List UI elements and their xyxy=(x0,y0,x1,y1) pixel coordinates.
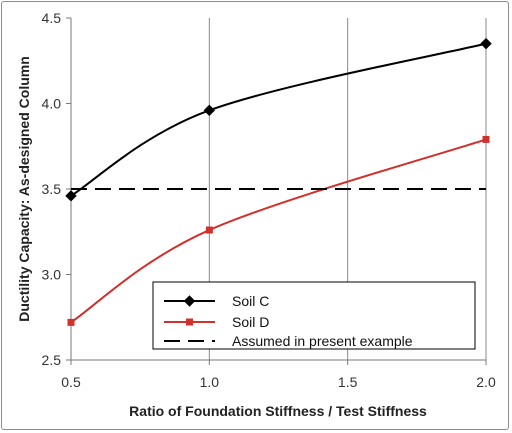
x-tick-label: 2.0 xyxy=(476,374,496,390)
legend-label-soil-d: Soil D xyxy=(232,314,269,330)
series-line-soil-c xyxy=(70,42,487,197)
legend-marker-soil-c xyxy=(183,295,196,307)
legend-box xyxy=(152,281,476,350)
series-layer xyxy=(65,37,492,326)
data-point-soil-c xyxy=(65,190,77,202)
data-point-soil-c xyxy=(203,104,216,117)
x-tick-label: 1.0 xyxy=(200,374,220,390)
y-tick-label: 3.5 xyxy=(42,181,62,197)
x-tick-label: 1.5 xyxy=(338,374,358,390)
series-line-soil-d xyxy=(70,138,487,324)
legend-label-assumed-in-present-example: Assumed in present example xyxy=(232,333,413,349)
y-tick-label: 4.0 xyxy=(42,96,62,112)
tick-labels: 2.5 3.0 3.5 4.0 4.5 0.5 1.0 1.5 2.0 xyxy=(42,10,496,390)
legend-label-soil-c: Soil C xyxy=(232,293,269,309)
legend-marker-soil-d xyxy=(186,318,193,326)
x-tick-label: 0.5 xyxy=(61,374,81,390)
data-point-soil-c xyxy=(480,37,492,50)
y-tick-label: 4.5 xyxy=(42,10,62,26)
data-point-soil-d xyxy=(482,135,490,143)
y-tick-label: 3.0 xyxy=(42,267,62,283)
y-axis-label: Ductility Capacity: As-designed Column xyxy=(16,56,32,322)
data-point-soil-d xyxy=(205,226,213,234)
y-tick-label: 2.5 xyxy=(42,352,62,368)
x-axis-label: Ratio of Foundation Stiffness / Test Sti… xyxy=(129,403,427,419)
legend: Soil C Soil D Assumed in present example xyxy=(152,281,476,350)
data-point-soil-d xyxy=(67,318,75,326)
